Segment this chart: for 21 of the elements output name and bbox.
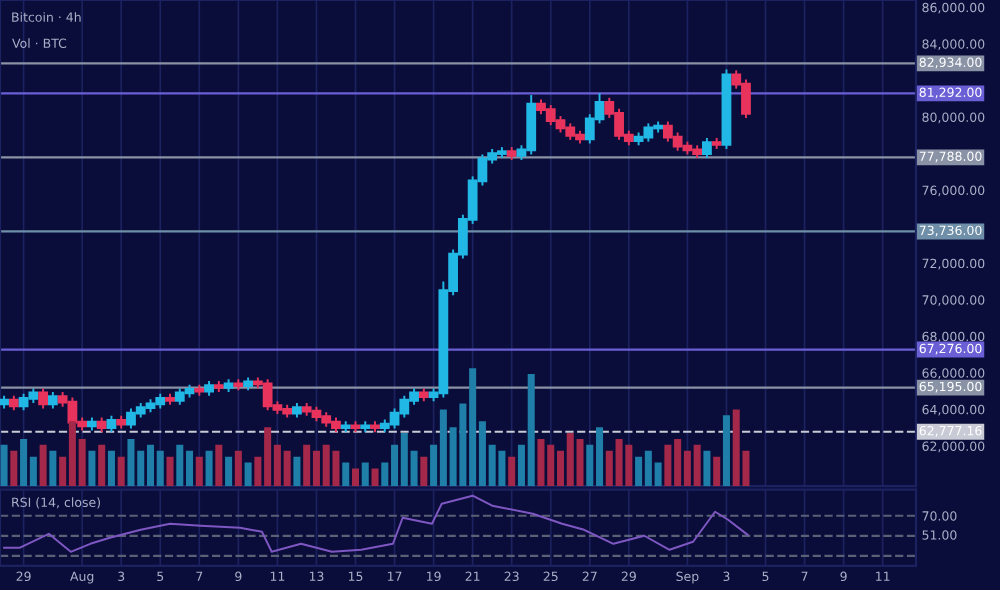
bar — [225, 456, 233, 487]
bar — [10, 450, 18, 487]
bar — [371, 468, 379, 487]
bar — [98, 444, 106, 487]
bar — [49, 450, 57, 487]
bar — [88, 450, 96, 487]
bar — [703, 450, 711, 487]
candlestick — [702, 137, 712, 160]
bar — [420, 456, 428, 487]
bar — [293, 456, 301, 487]
bar — [205, 450, 213, 487]
bar — [166, 456, 174, 487]
candlestick — [38, 387, 49, 410]
bar — [107, 450, 115, 487]
bar — [342, 462, 350, 487]
bar — [0, 444, 8, 487]
bar — [361, 462, 369, 487]
bar — [244, 462, 252, 487]
bar — [713, 456, 721, 487]
bar — [39, 444, 47, 487]
bar — [215, 444, 223, 487]
